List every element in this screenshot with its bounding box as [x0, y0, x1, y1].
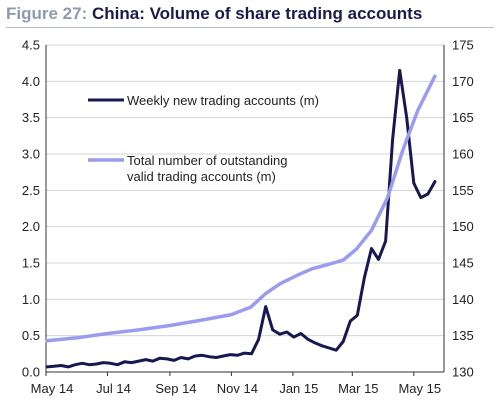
- chart-title: Figure 27: China: Volume of share tradin…: [6, 4, 422, 24]
- tick-labels: 0.0 0.5 1.0 1.5 2.0 2.5 3.0 3.5 4.0 4.5 130 135 140 1…: [22, 38, 474, 397]
- y-right-tick-label: 135: [452, 328, 474, 343]
- y-left-tick-label: 2.5: [22, 183, 40, 198]
- series-lines: [45, 68, 437, 369]
- axes: [45, 45, 445, 376]
- x-tick-label: Nov 14: [217, 381, 258, 396]
- legend: Weekly new trading accounts (m) Total num…: [88, 93, 319, 184]
- y-left-tick-label: 4.0: [22, 74, 40, 89]
- x-tick-label: Mar 15: [338, 381, 378, 396]
- y-right-tick-label: 175: [452, 38, 474, 53]
- y-left-tick-label: 4.5: [22, 38, 40, 53]
- title-rule: [6, 27, 494, 28]
- x-tick-label: May 15: [398, 381, 441, 396]
- legend-label: Weekly new trading accounts (m): [127, 93, 319, 108]
- y-left-tick-label: 1.5: [22, 256, 40, 271]
- y-right-tick-label: 150: [452, 219, 474, 234]
- legend-label: Total number of outstanding valid trading…: [127, 153, 287, 184]
- y-right-tick-label: 130: [452, 365, 474, 380]
- y-right-tick-label: 160: [452, 147, 474, 162]
- x-tick-label: Jan 15: [279, 381, 318, 396]
- y-left-tick-label: 3.0: [22, 147, 40, 162]
- y-right-tick-label: 170: [452, 74, 474, 89]
- x-tick-label: Sep 14: [155, 381, 196, 396]
- x-tick-label: May 14: [31, 381, 74, 396]
- y-left-tick-label: 0.0: [22, 365, 40, 380]
- y-left-tick-label: 0.5: [22, 328, 40, 343]
- figure-label: Figure 27:: [6, 4, 88, 23]
- y-left-tick-label: 1.0: [22, 292, 40, 307]
- y-left-tick-label: 2.0: [22, 219, 40, 234]
- weekly-new-accounts-line: [45, 68, 437, 369]
- y-right-tick-label: 165: [452, 110, 474, 125]
- y-right-tick-label: 155: [452, 183, 474, 198]
- y-right-tick-label: 145: [452, 256, 474, 271]
- title-text: China: Volume of share trading accounts: [91, 4, 423, 23]
- x-tick-label: Jul 14: [96, 381, 131, 396]
- y-right-tick-label: 140: [452, 292, 474, 307]
- total-accounts-line: [45, 74, 437, 343]
- gridlines: [46, 44, 444, 337]
- y-left-tick-label: 3.5: [22, 110, 40, 125]
